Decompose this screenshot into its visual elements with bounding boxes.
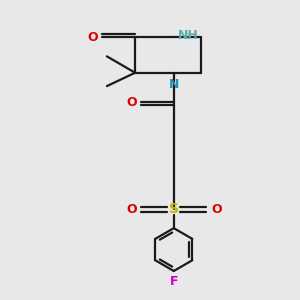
Text: F: F <box>169 275 178 288</box>
Text: N: N <box>169 78 179 91</box>
Text: O: O <box>126 203 136 216</box>
Text: NH: NH <box>178 29 199 42</box>
Text: O: O <box>87 31 98 44</box>
Text: O: O <box>211 203 222 216</box>
Text: O: O <box>126 96 136 109</box>
Text: S: S <box>169 202 179 216</box>
